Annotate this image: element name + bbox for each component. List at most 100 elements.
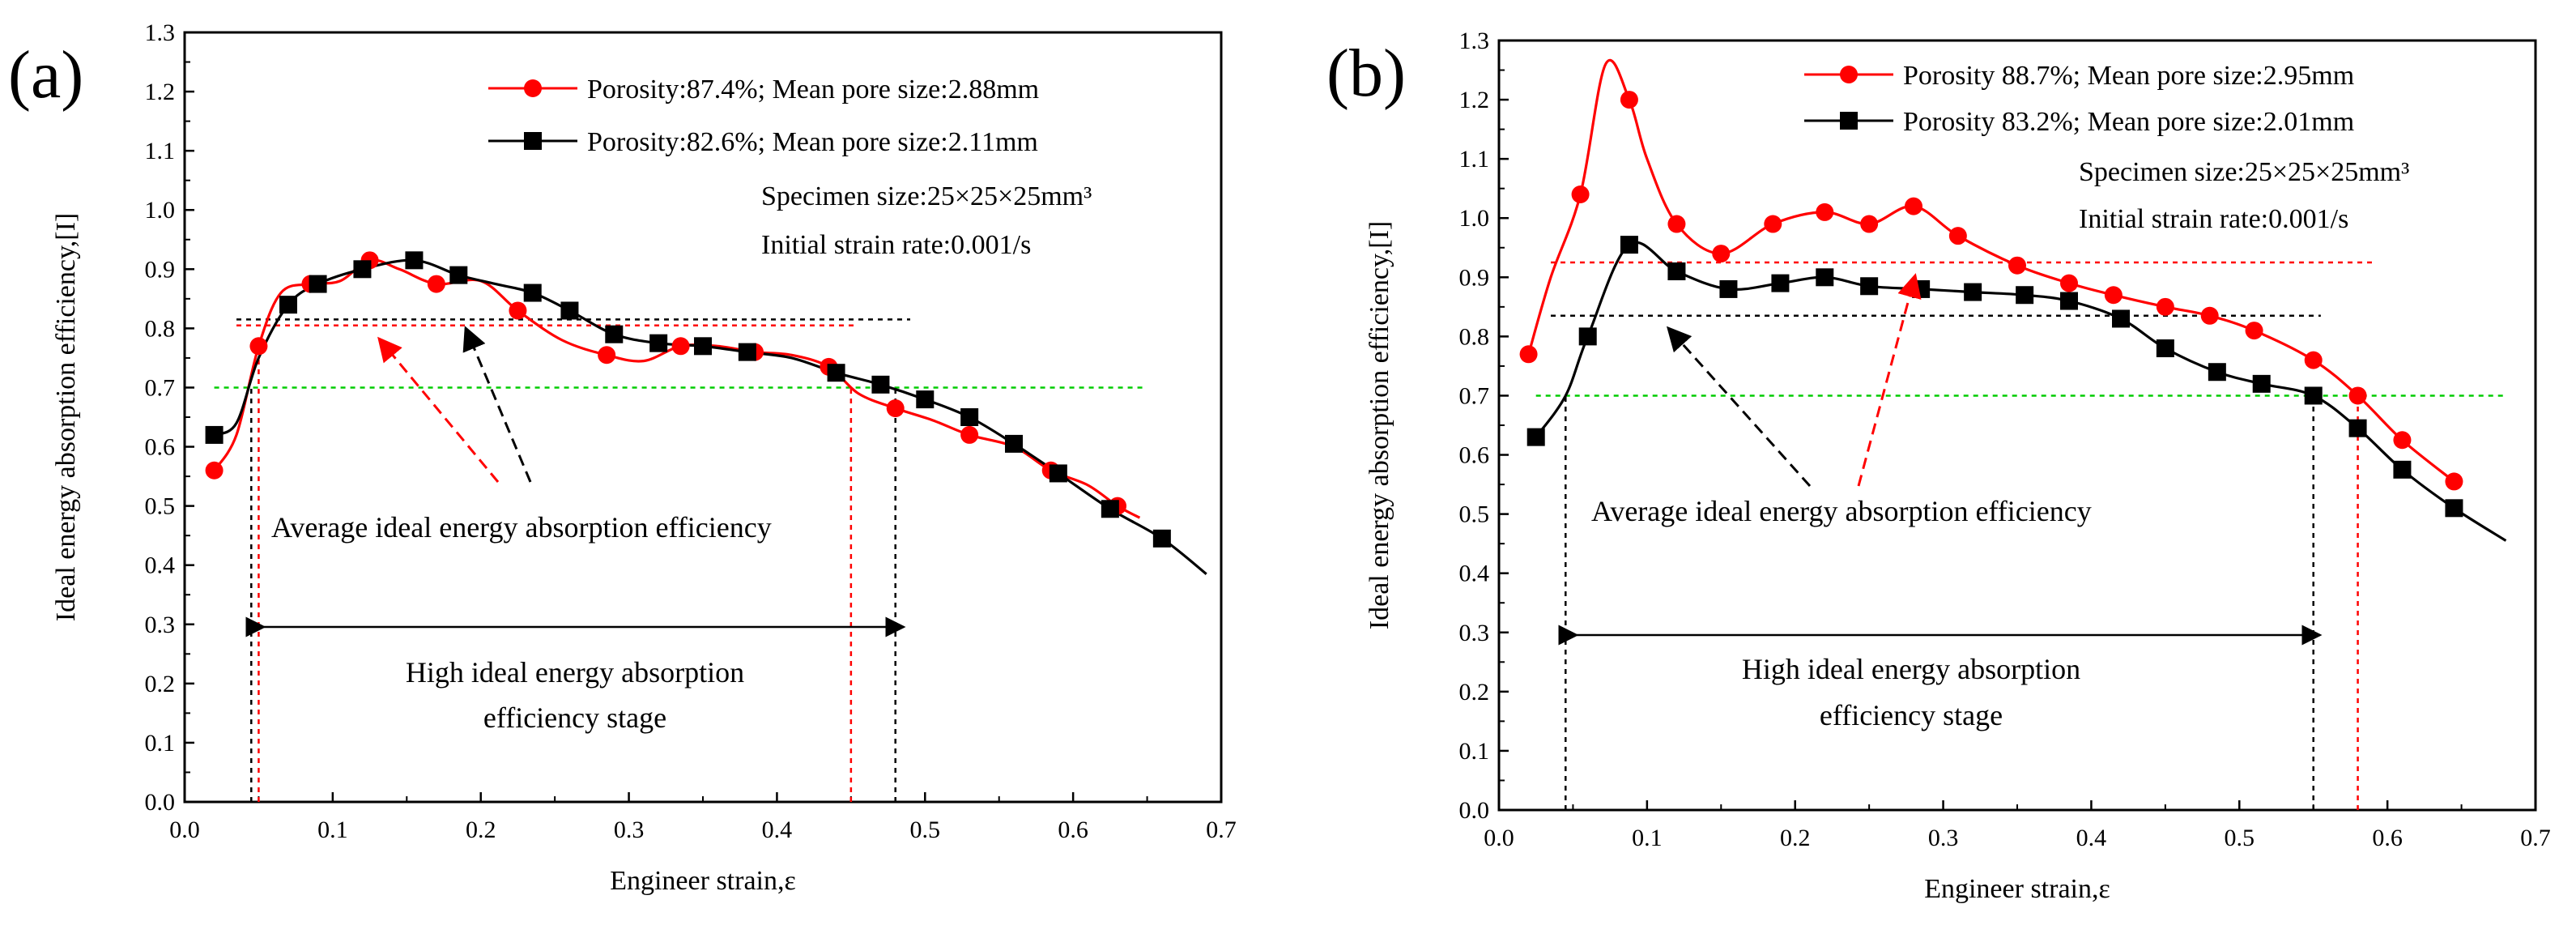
data-point [1620,236,1638,254]
data-point [1712,245,1731,263]
y-tick-label: 0.0 [1459,797,1490,824]
data-point [509,301,527,320]
data-point [1571,185,1590,203]
x-tick-label: 0.0 [1484,825,1514,851]
strain-rate-text: Initial strain rate:0.001/s [2079,204,2348,234]
legend-label-series-2: Porosity:82.6%; Mean pore size:2.11mm [587,127,1038,157]
x-tick-label: 0.6 [2372,825,2403,851]
data-point [353,260,372,279]
legend: Porosity:87.4%; Mean pore size:2.88mm Po… [488,75,1039,157]
data-point [309,275,327,293]
y-tick-label: 1.1 [1459,146,1490,173]
data-point [886,399,905,418]
legend-label-series-1: Porosity 88.7%; Mean pore size:2.95mm [1903,61,2354,91]
x-axis-label: Engineer strain,ε [1924,874,2110,904]
data-point [205,461,224,480]
data-point [2445,499,2463,518]
x-tick-label: 0.7 [1206,816,1237,843]
y-tick-label: 0.4 [1459,561,1490,587]
x-axis: 0.0 0.1 0.2 0.3 0.4 0.5 0.6 0.7 [169,792,1237,843]
x-tick-label: 0.5 [910,816,941,843]
panel-label: (a) [8,37,83,113]
stage-annotation-line-2: efficiency stage [483,701,666,734]
legend-marker-square [524,132,542,150]
panel-label: (b) [1326,36,1406,111]
series-line-1 [213,258,1141,519]
series-line-2 [1535,241,2507,542]
data-point [449,266,468,284]
data-point [427,275,445,293]
y-tick-label: 0.9 [1459,264,1490,291]
data-point [1049,464,1067,483]
y-tick-label: 0.4 [145,552,176,579]
y-tick-label: 0.7 [145,374,176,401]
chart-panel-a: (a) 0.0 0.1 0.2 0.3 0.4 0.5 0.6 0.7 0.00.10.20.… [8,19,1237,896]
series-markers [205,251,1171,548]
data-point [871,375,890,394]
data-point [2393,460,2412,479]
data-point [2348,419,2367,437]
y-tick-label: 1.0 [1459,205,1490,232]
data-point [916,390,935,409]
x-tick-label: 0.2 [1780,825,1811,851]
legend-marker-circle [1840,66,1858,83]
data-point [2112,309,2130,328]
data-point [1860,215,1879,233]
data-point [1152,529,1171,548]
series-line-1 [1527,58,2455,483]
y-tick-label: 1.3 [1459,28,1490,54]
data-point [1816,203,1834,221]
specimen-size-text: Specimen size:25×25×25mm³ [761,181,1092,211]
data-point [1964,283,1982,301]
data-point [1519,345,1538,364]
data-point [2245,322,2263,340]
data-point [205,425,224,444]
data-point [1101,500,1119,518]
data-point [1667,215,1686,233]
data-point [960,425,979,444]
data-point [1860,277,1879,296]
data-point [2016,286,2034,305]
legend-marker-circle [524,79,542,97]
x-tick-label: 0.1 [317,816,348,843]
x-tick-label: 0.0 [169,816,200,843]
y-tick-label: 0.0 [145,789,176,816]
data-point [2060,274,2078,292]
y-tick-label: 1.1 [145,138,176,164]
y-tick-label: 0.9 [145,256,176,283]
data-point [1620,91,1638,109]
y-axis-label: Ideal energy absorption efficiency,[I] [51,213,81,621]
data-point [2252,374,2271,393]
y-tick-label: 0.5 [145,493,176,520]
data-point [2104,286,2123,305]
avg-arrow-red [377,336,500,483]
data-point [2304,386,2323,405]
stage-annotation-line-1: High ideal energy absorption [406,656,744,689]
y-axis-label: Ideal energy absorption efficiency,[I] [1365,221,1394,629]
y-tick-label: 0.1 [145,730,176,757]
data-point [279,296,297,314]
avg-arrow-black [462,326,532,483]
reference-lines [214,318,1147,802]
y-tick-label: 1.2 [1459,87,1490,113]
y-tick-label: 0.8 [145,315,176,342]
data-point [1719,279,1738,298]
data-point [560,301,579,320]
specimen-size-text: Specimen size:25×25×25mm³ [2079,157,2409,187]
x-axis: 0.0 0.1 0.2 0.3 0.4 0.5 0.6 0.7 [1484,800,2551,851]
data-point [1948,227,1967,245]
avg-arrow-black [1666,326,1812,488]
y-axis: 0.0 0.1 0.2 0.3 0.4 0.5 0.6 0.7 0.8 0.9 1.0 1.1 1.2 1… [1459,28,1509,824]
y-tick-label: 0.7 [1459,382,1490,409]
data-point [523,284,542,302]
y-tick-label: 0.6 [1459,442,1490,469]
data-point [1005,434,1023,453]
x-tick-label: 0.7 [2520,825,2551,851]
y-tick-label: 0.3 [145,612,176,638]
data-point [1667,262,1686,280]
data-point [1771,274,1790,292]
data-point [2445,472,2463,491]
x-tick-label: 0.4 [762,816,793,843]
y-tick-label: 0.8 [1459,323,1490,350]
